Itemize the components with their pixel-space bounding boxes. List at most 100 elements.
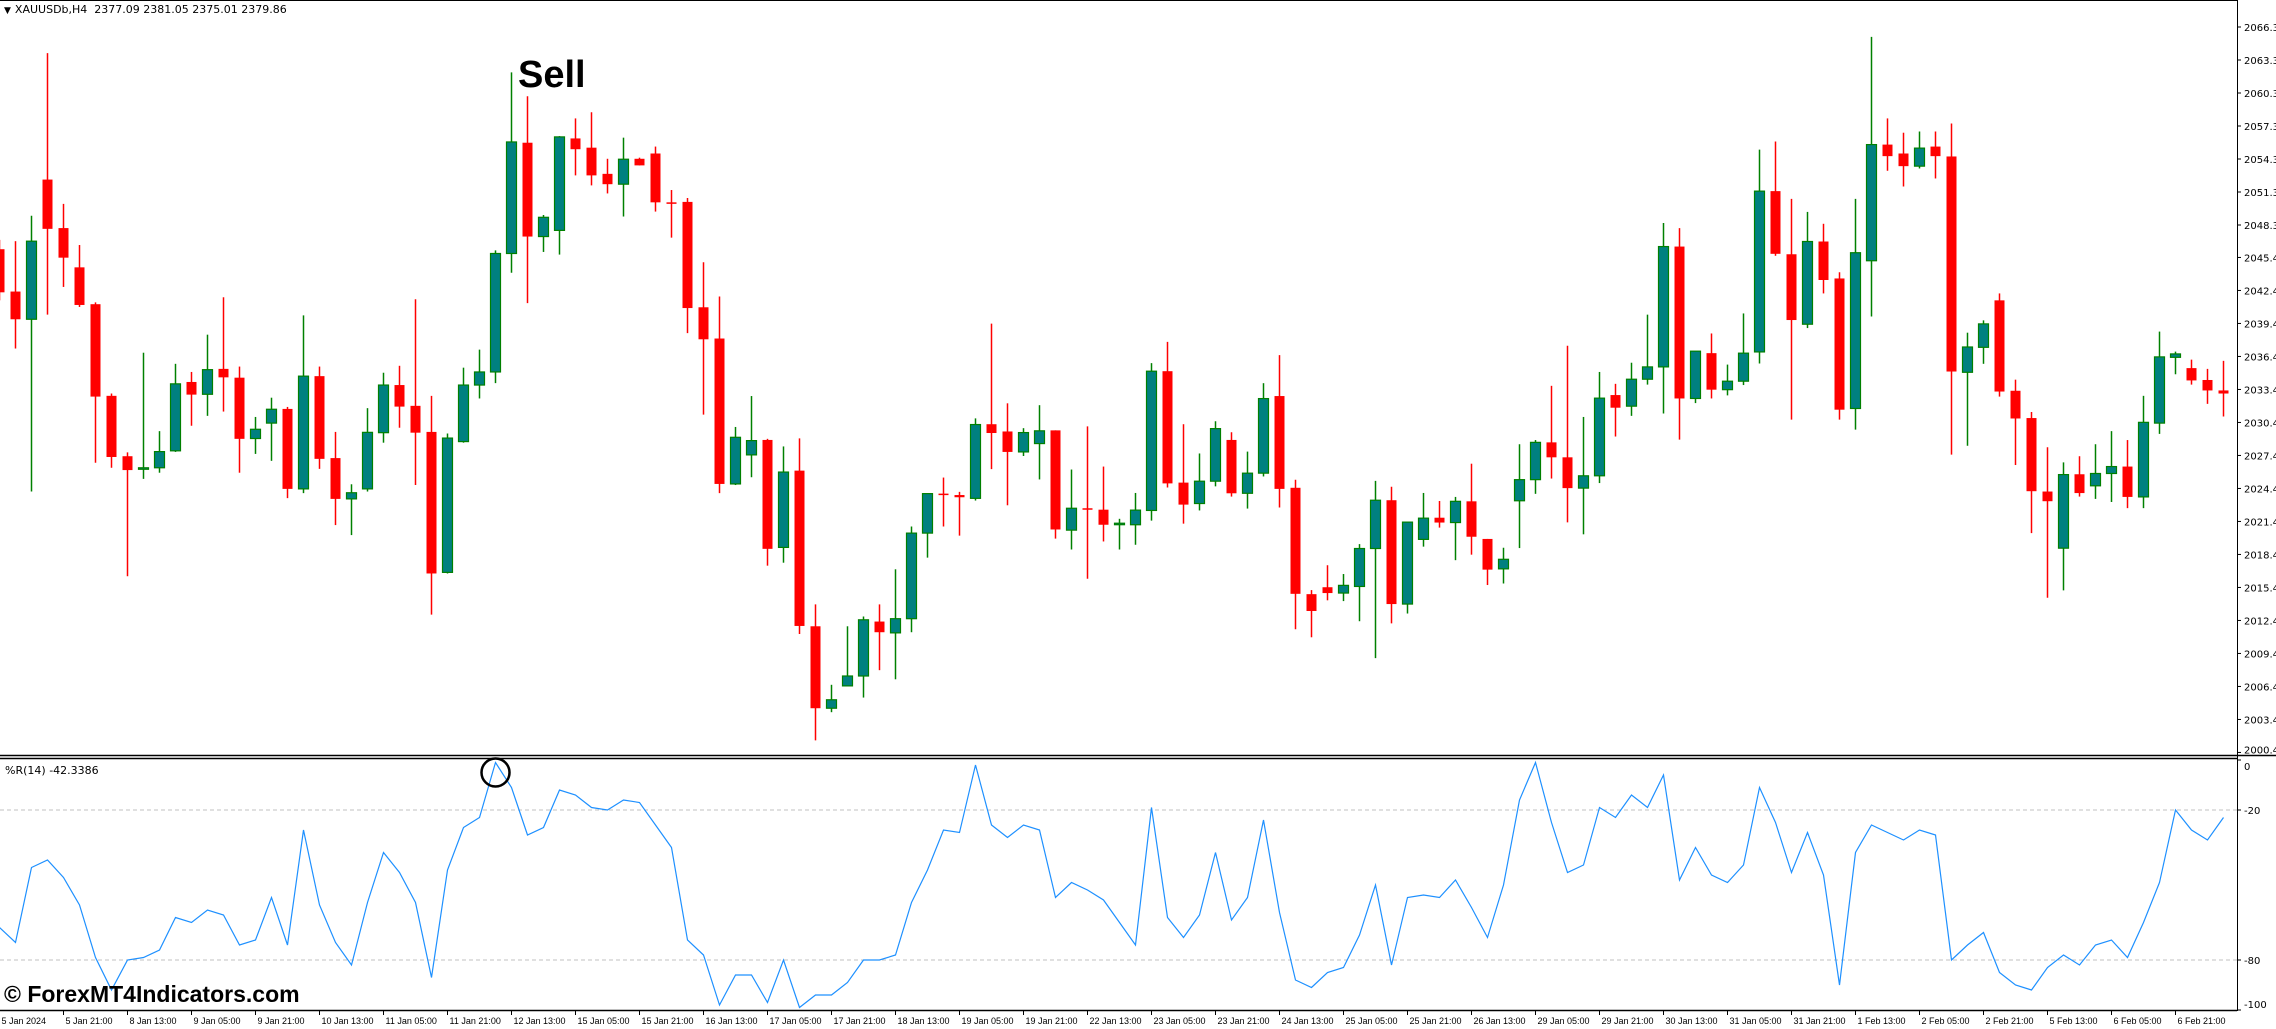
indicator-value: -42.3386 xyxy=(49,764,99,777)
indicator-axis: 0 -20 -80 -100 xyxy=(2237,759,2267,1011)
candle-body xyxy=(857,619,870,677)
sell-annotation: Sell xyxy=(518,54,586,96)
candle-body xyxy=(986,424,997,434)
bullish-candle xyxy=(441,433,454,574)
candle-body xyxy=(1497,558,1510,570)
candle-body xyxy=(1002,431,1013,452)
time-tick-label: 2 Feb 21:00 xyxy=(1986,1016,2034,1026)
bullish-candle xyxy=(1913,131,1926,169)
bullish-candle xyxy=(1065,469,1078,550)
bullish-candle xyxy=(1529,440,1542,494)
price-tick-label: 2045.40 xyxy=(2244,253,2276,264)
bearish-candle xyxy=(2202,368,2213,404)
price-tick-label: 2060.35 xyxy=(2244,89,2276,100)
candle-body xyxy=(1513,479,1526,502)
bearish-candle xyxy=(1770,141,1781,256)
bullish-candle xyxy=(1129,492,1142,545)
dropdown-triangle-icon[interactable]: ▼ xyxy=(4,6,11,16)
price-tick-label: 2051.35 xyxy=(2244,188,2276,199)
bearish-candle xyxy=(634,157,645,166)
candle-body xyxy=(1930,146,1941,157)
bearish-candle xyxy=(1274,355,1285,508)
bearish-candle xyxy=(1882,118,1893,171)
candle-body xyxy=(1577,475,1590,489)
candle-body xyxy=(682,201,693,309)
candle-body xyxy=(745,440,758,456)
candle-body xyxy=(1082,508,1093,510)
price-tick-label: 2036.40 xyxy=(2244,352,2276,363)
candle-body xyxy=(1369,499,1382,550)
bearish-candle xyxy=(1930,131,1941,179)
candle-body xyxy=(938,493,949,496)
time-tick-label: 19 Jan 21:00 xyxy=(1026,1016,1078,1026)
candle-body xyxy=(1145,370,1158,512)
bullish-candle xyxy=(1193,453,1206,511)
candle-body xyxy=(1849,252,1862,410)
bearish-candle xyxy=(522,96,533,304)
time-tick-label: 31 Jan 05:00 xyxy=(1730,1016,1782,1026)
candle-body xyxy=(537,216,550,238)
candle-body xyxy=(0,249,5,293)
candle-body xyxy=(1466,501,1477,537)
candle-body xyxy=(330,458,341,499)
candle-body xyxy=(1353,547,1366,588)
candle-body xyxy=(969,423,982,499)
bearish-candle xyxy=(394,365,405,428)
candle-body xyxy=(2218,390,2229,394)
time-tick-label: 23 Jan 21:00 xyxy=(1218,1016,1270,1026)
candle-body xyxy=(777,471,790,549)
candle-body xyxy=(1546,442,1557,458)
bearish-candle xyxy=(282,406,293,499)
bullish-candle xyxy=(1209,421,1222,487)
bearish-candle xyxy=(794,438,805,634)
bullish-candle xyxy=(505,72,518,273)
price-tick-label: 2027.40 xyxy=(2244,451,2276,462)
bullish-candle xyxy=(1849,198,1862,430)
time-tick-label: 17 Jan 05:00 xyxy=(770,1016,822,1026)
price-tick-label: 2066.35 xyxy=(2244,23,2276,34)
bullish-candle xyxy=(1961,332,1974,446)
candle-body xyxy=(1610,395,1621,408)
candle-body xyxy=(1529,441,1542,481)
candle-body xyxy=(489,252,502,373)
candle-body xyxy=(905,532,918,620)
candle-body xyxy=(1017,431,1030,453)
symbol-label: XAUUSDb,H4 xyxy=(14,3,88,16)
bearish-candle xyxy=(186,371,197,426)
bearish-candle xyxy=(1434,500,1445,528)
bearish-candle xyxy=(1834,272,1845,420)
candle-body xyxy=(1593,397,1606,477)
candle-body xyxy=(1721,380,1734,391)
price-tick-label: 2042.40 xyxy=(2244,286,2276,297)
candle-body xyxy=(650,153,661,203)
candle-body xyxy=(1417,517,1430,540)
bullish-candle xyxy=(1241,451,1254,509)
bearish-candle xyxy=(2026,412,2037,534)
candle-body xyxy=(90,304,101,397)
candle-body xyxy=(825,699,838,709)
bearish-candle xyxy=(1946,123,1957,455)
bearish-candle xyxy=(1898,132,1909,187)
bullish-candle xyxy=(1449,496,1462,561)
bullish-candle xyxy=(2169,351,2182,375)
price-tick-label: 2015.40 xyxy=(2244,583,2276,594)
candle-body xyxy=(122,456,133,471)
candle-body xyxy=(1946,156,1957,372)
candle-body xyxy=(1337,584,1350,594)
bearish-candle xyxy=(10,241,21,349)
bullish-candle xyxy=(1417,492,1430,547)
bearish-candle xyxy=(1098,466,1109,542)
bearish-candle xyxy=(938,477,949,527)
candle-body xyxy=(1162,371,1173,484)
bearish-candle xyxy=(2042,447,2053,598)
candle-body xyxy=(841,675,854,687)
bearish-candle xyxy=(1562,345,1573,523)
candle-body xyxy=(1209,428,1222,482)
candle-body xyxy=(954,495,965,498)
time-tick-label: 9 Jan 05:00 xyxy=(194,1016,241,1026)
candle-body xyxy=(921,493,934,534)
bearish-candle xyxy=(2074,456,2085,497)
bullish-candle xyxy=(2153,331,2166,434)
candle-body xyxy=(1322,587,1333,594)
candle-body xyxy=(1274,396,1285,489)
